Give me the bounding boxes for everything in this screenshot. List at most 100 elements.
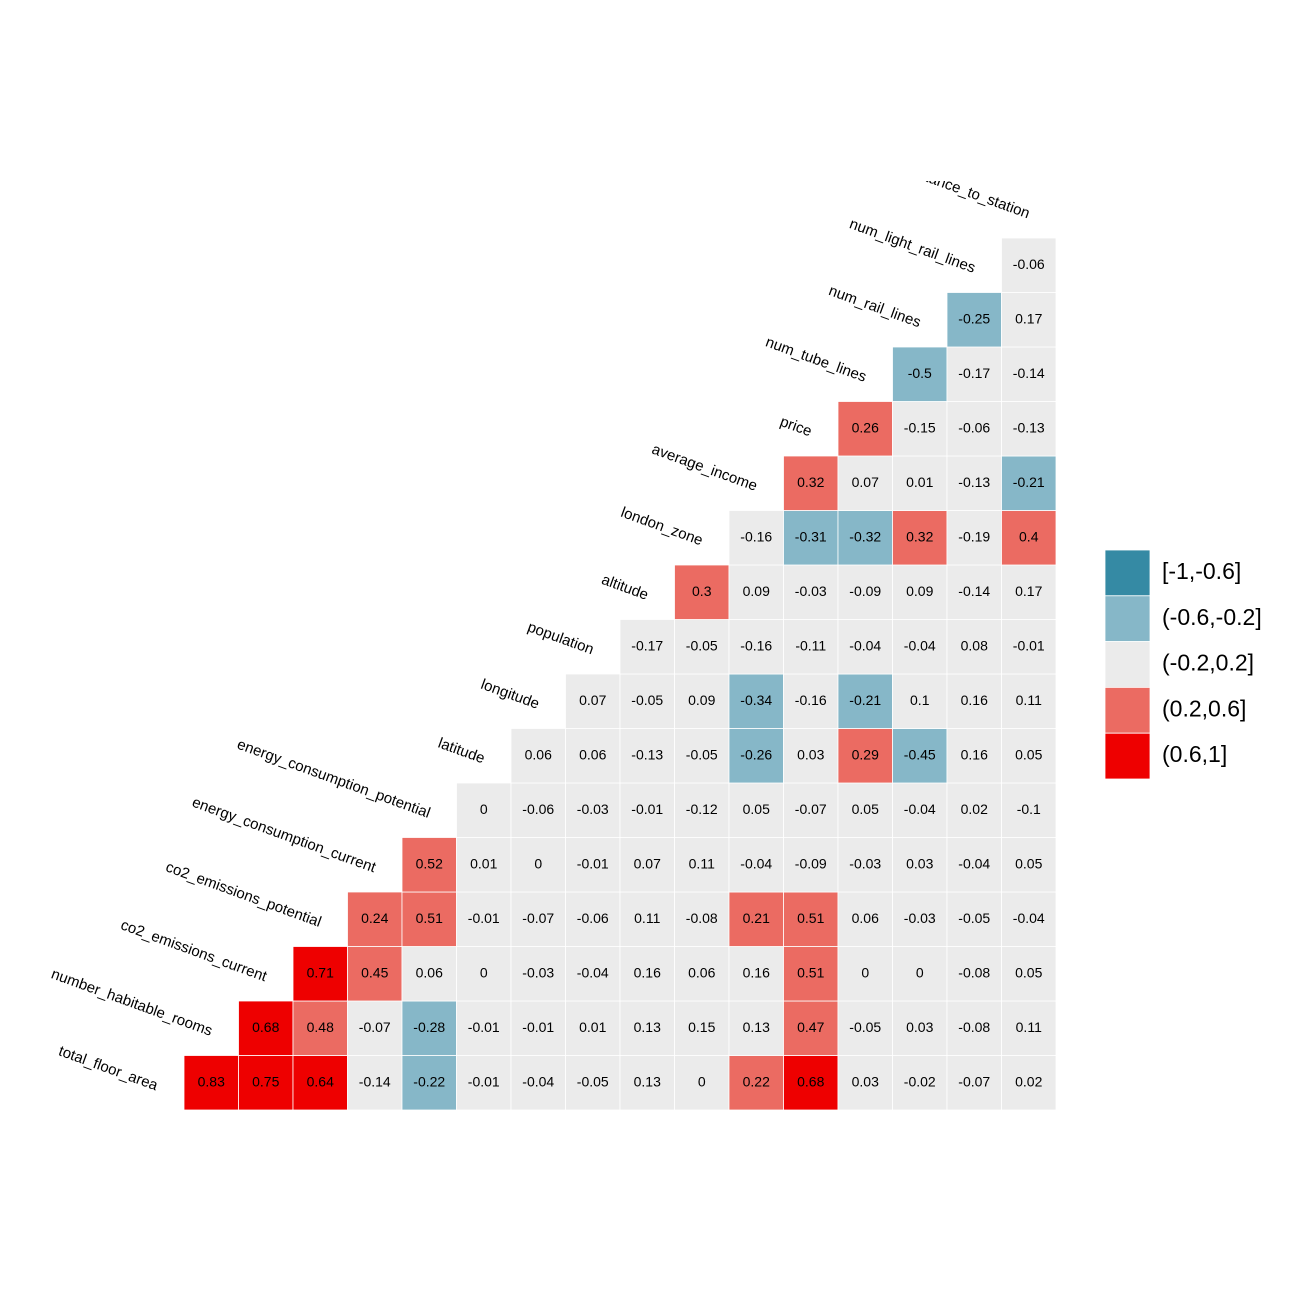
- cell-label: -0.19: [958, 528, 990, 544]
- cell: [565, 1000, 621, 1056]
- cell-label: 0.05: [1015, 964, 1042, 980]
- variable-label: london_zone: [619, 504, 706, 549]
- cell: [1001, 837, 1057, 893]
- cell-label: -0.45: [904, 746, 936, 762]
- cell: [1001, 1055, 1057, 1111]
- cell: [674, 728, 730, 784]
- cell-label: -0.26: [740, 746, 772, 762]
- cell: [1001, 891, 1057, 947]
- cell: [1001, 401, 1057, 457]
- cell: [783, 673, 839, 729]
- cell: [238, 1000, 294, 1056]
- cell: [728, 782, 784, 838]
- cell-label: 0.05: [1015, 746, 1042, 762]
- cell-label: 0.11: [1016, 692, 1042, 708]
- cell-label: 0.45: [361, 964, 388, 980]
- cell-label: -0.13: [1013, 419, 1045, 435]
- cell: [619, 782, 675, 838]
- cell-label: -0.04: [1013, 910, 1045, 926]
- cell: [1001, 346, 1057, 402]
- cell-label: -0.04: [958, 855, 990, 871]
- cell-label: -0.21: [1013, 474, 1045, 490]
- cell-label: -0.09: [849, 583, 881, 599]
- variable-label: longitude: [479, 676, 542, 713]
- cell-label: 0.01: [470, 855, 497, 871]
- cell: [1001, 455, 1057, 511]
- cell: [728, 946, 784, 1002]
- cell-label: -0.16: [740, 637, 772, 653]
- cell-label: 0.05: [743, 801, 770, 817]
- cell: [565, 1055, 621, 1111]
- cell-label: 0.64: [307, 1073, 334, 1089]
- cell-label: 0.3: [692, 583, 712, 599]
- cell-label: -0.11: [795, 637, 826, 653]
- cell-label: -0.17: [631, 637, 663, 653]
- legend-key: [1104, 549, 1151, 597]
- cell-label: 0.03: [852, 1073, 879, 1089]
- legend-label: [-1,-0.6]: [1162, 558, 1241, 584]
- cell-label: 0.51: [797, 964, 824, 980]
- cell: [401, 1055, 457, 1111]
- cell-label: 0.11: [1016, 1019, 1042, 1035]
- cell-label: -0.13: [958, 474, 990, 490]
- cell-label: 0.03: [797, 746, 824, 762]
- cell-label: 0.47: [797, 1019, 824, 1035]
- cell-label: -0.04: [740, 855, 772, 871]
- cell: [565, 946, 621, 1002]
- cell-label: -0.01: [468, 1073, 500, 1089]
- cell-label: 0.16: [961, 746, 988, 762]
- cell-label: 0.09: [743, 583, 770, 599]
- cell: [1001, 728, 1057, 784]
- cell-label: 0.16: [743, 964, 770, 980]
- cell: [1001, 946, 1057, 1002]
- cell-label: -0.03: [577, 801, 609, 817]
- cell-label: 0.11: [689, 855, 715, 871]
- cell-label: -0.01: [1013, 637, 1045, 653]
- cell: [892, 782, 948, 838]
- cell-label: 0.06: [416, 964, 443, 980]
- cell: [946, 891, 1002, 947]
- cell-label: -0.05: [577, 1073, 609, 1089]
- cell-label: 0: [916, 964, 924, 980]
- cell: [837, 1000, 893, 1056]
- cell: [565, 673, 621, 729]
- cell: [728, 619, 784, 675]
- variable-label: energy_consumption_current: [190, 794, 379, 877]
- cell: [1001, 510, 1057, 566]
- cell-label: -0.09: [795, 855, 827, 871]
- cell-label: 0.02: [961, 801, 988, 817]
- cell: [837, 619, 893, 675]
- cell-label: -0.05: [631, 692, 663, 708]
- cell-label: -0.12: [686, 801, 718, 817]
- cell: [892, 673, 948, 729]
- cell: [837, 673, 893, 729]
- cell: [783, 782, 839, 838]
- cell-label: 0.05: [852, 801, 879, 817]
- cell-label: 0.06: [579, 746, 606, 762]
- legend-label: (0.2,0.6]: [1162, 695, 1246, 721]
- cell: [619, 728, 675, 784]
- cell: [674, 837, 730, 893]
- cell-label: 0.05: [1015, 855, 1042, 871]
- cell: [565, 837, 621, 893]
- cell: [565, 782, 621, 838]
- cell-label: -0.14: [359, 1073, 391, 1089]
- cell: [837, 728, 893, 784]
- cell: [892, 564, 948, 620]
- cell-label: -0.04: [522, 1073, 554, 1089]
- cell-label: 0.07: [634, 855, 661, 871]
- cell-label: 0.13: [634, 1019, 661, 1035]
- cell: [837, 1055, 893, 1111]
- cell: [1001, 673, 1057, 729]
- cell-label: -0.08: [958, 964, 990, 980]
- cell: [783, 1055, 839, 1111]
- cell-label: -0.04: [904, 637, 936, 653]
- cell: [728, 891, 784, 947]
- cell: [837, 455, 893, 511]
- heatmap: 0.83 0.75 0.64 -0.14 -0.22 -0.01 -0.04 -0.05 0.1…: [183, 237, 1057, 1111]
- cell: [946, 837, 1002, 893]
- cell-label: -0.03: [795, 583, 827, 599]
- cell: [510, 728, 566, 784]
- legend-key: [1104, 732, 1151, 780]
- cell-label: 0.07: [852, 474, 879, 490]
